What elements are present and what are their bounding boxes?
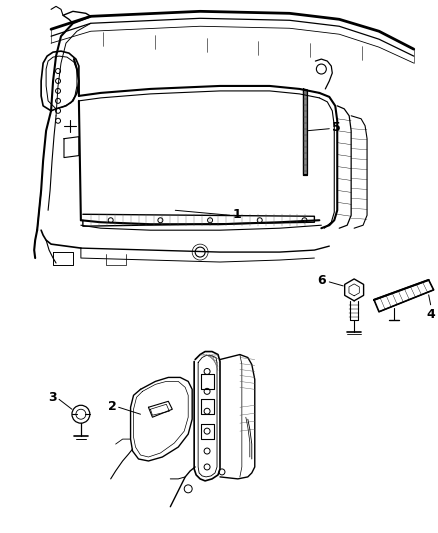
Text: 6: 6	[318, 274, 326, 287]
Text: 1: 1	[233, 208, 242, 221]
Bar	[304, 90, 307, 174]
Text: 3: 3	[49, 391, 57, 404]
Text: 2: 2	[108, 400, 117, 413]
Text: 4: 4	[426, 308, 435, 321]
Text: 5: 5	[332, 121, 341, 134]
